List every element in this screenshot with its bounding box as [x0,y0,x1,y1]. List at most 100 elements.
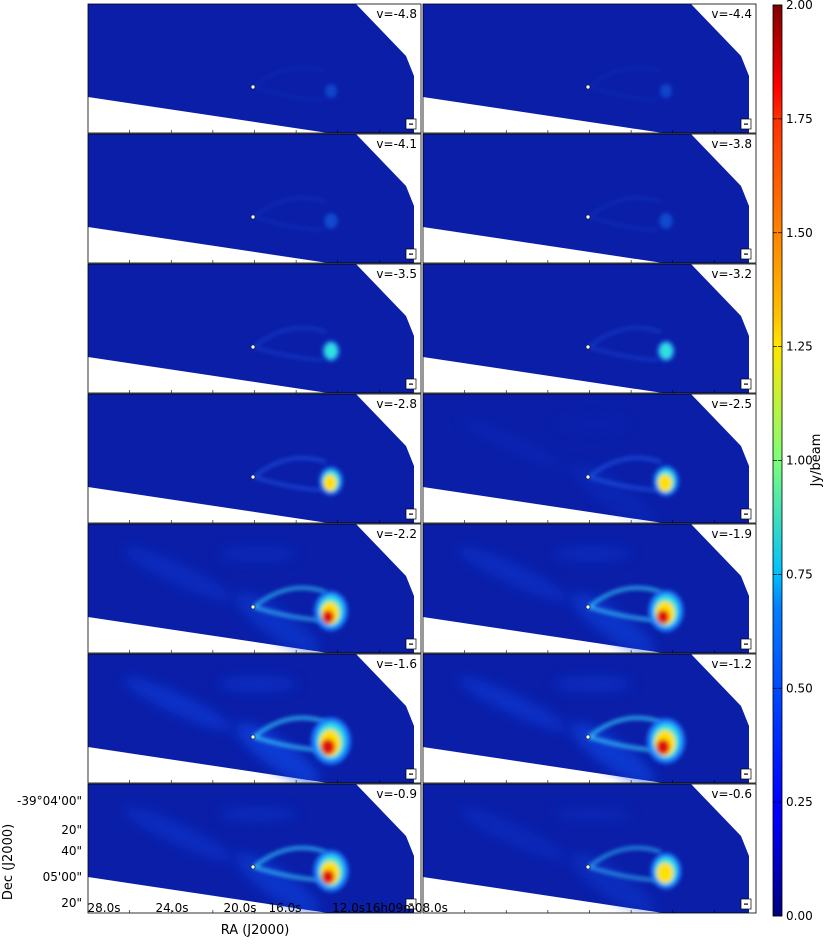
channel-panel: v=-1.6 [87,653,422,784]
map-footprint [88,654,414,783]
map-footprint [88,784,414,913]
map-footprint [423,654,749,783]
velocity-label: v=-2.2 [376,527,417,541]
colorbar-tick-label: 1.75 [786,112,813,126]
diffuse-emission [123,546,320,653]
diffuse-emission [458,806,655,913]
y-tick-label: 05'00" [43,870,82,884]
velocity-label: v=-4.1 [376,137,417,151]
channel-panel: v=-3.8 [422,133,757,264]
filament [588,456,662,492]
star-marker [585,864,591,870]
emission-source [653,465,679,497]
x-tick-labels: 28.0s 24.0s 20.0s 16.0s 12.0s16h09m08.0s [88,901,448,915]
map-footprint [88,4,414,133]
colorbar-label: Jy/beam [809,434,824,488]
star-marker [585,84,591,90]
map-footprint [88,134,414,263]
velocity-label: v=-0.6 [711,787,752,801]
x-tick-label: 20.0s [224,901,257,915]
velocity-label: v=-3.8 [711,137,752,151]
y-tick-labels: -39°04'00" 20" 40" 05'00" 20" [17,794,82,910]
map-footprint [423,784,749,913]
filament [253,196,327,232]
emission-source [324,213,338,229]
x-tick-label: 24.0s [156,901,189,915]
channel-panel: v=-0.9 [87,783,422,914]
y-tick-label: 20" [61,896,82,910]
colorbar-tick-label: 2.00 [786,0,813,12]
channel-panel: v=-3.2 [422,263,757,394]
map-footprint [423,134,749,263]
map-footprint [423,524,749,653]
velocity-label: v=-4.4 [711,7,752,21]
velocity-label: v=-0.9 [376,787,417,801]
channel-panel: v=-4.1 [87,133,422,264]
emission-source [646,718,686,764]
map-footprint [423,4,749,133]
velocity-label: v=-1.9 [711,527,752,541]
channel-panel: v=-0.6 [422,783,757,914]
emission-source [650,853,682,889]
channel-panel: v=-2.5 [422,393,757,524]
map-footprint [88,264,414,393]
emission-source [648,590,684,632]
y-tick-label: -39°04'00" [17,794,82,808]
emission-source [313,850,349,892]
map-footprint [88,524,414,653]
channel-panel: v=-2.8 [87,393,422,524]
channel-panel: v=-3.5 [87,263,422,394]
star-marker [585,474,591,480]
velocity-label: v=-1.6 [376,657,417,671]
y-tick-label: 40" [61,844,82,858]
star-marker [585,214,591,220]
filament [588,846,662,882]
star-marker [585,344,591,350]
colorbar: 0.00 0.25 0.50 0.75 1.00 1.25 1.50 1.75 2.00 Jy/… [772,0,824,923]
emission-source [314,591,348,631]
filament [588,66,662,102]
x-tick-label: 28.0s [88,901,121,915]
colorbar-ticks: 0.00 0.25 0.50 0.75 1.00 1.25 1.50 1.75 2.00 [773,0,813,923]
velocity-label: v=-3.5 [376,267,417,281]
filament [588,196,662,232]
velocity-label: v=-1.2 [711,657,752,671]
velocity-label: v=-4.8 [376,7,417,21]
star-marker [250,84,256,90]
filament [588,326,662,362]
star-marker [250,474,256,480]
emission-source [311,717,351,765]
channel-panel: v=-2.2 [87,523,422,654]
star-marker [250,604,256,610]
channel-panel: v=-1.9 [422,523,757,654]
star-marker [585,734,591,740]
colorbar-tick-label: 1.00 [786,454,813,468]
y-tick-label: 20" [61,823,82,837]
star-marker [250,734,256,740]
filament [253,326,327,362]
colorbar-tick-label: 1.25 [786,340,813,354]
star-marker [250,214,256,220]
channel-panel: v=-4.4 [422,3,757,134]
x-tick-label: 16.0s [269,901,302,915]
emission-source [656,340,676,362]
velocity-label: v=-2.8 [376,397,417,411]
emission-source [660,83,672,99]
emission-source [659,213,673,229]
map-footprint [423,264,749,393]
map-footprint [423,394,749,523]
emission-source [325,83,337,99]
map-footprint [88,394,414,523]
emission-source [321,340,341,362]
colorbar-tick-label: 0.25 [786,795,813,809]
channel-panels: v=-4.8 v=-4.4 v=-4.1 v=-3.8 v=-3.5 v=-3.2 v=-2… [87,3,757,914]
colorbar-tick-label: 0.00 [786,909,813,923]
colorbar-tick-label: 0.50 [786,681,813,695]
star-marker [250,864,256,870]
y-axis-label: Dec (J2000) [1,824,16,900]
star-marker [585,604,591,610]
channel-panel: v=-4.8 [87,3,422,134]
velocity-label: v=-3.2 [711,267,752,281]
filament [253,456,327,492]
